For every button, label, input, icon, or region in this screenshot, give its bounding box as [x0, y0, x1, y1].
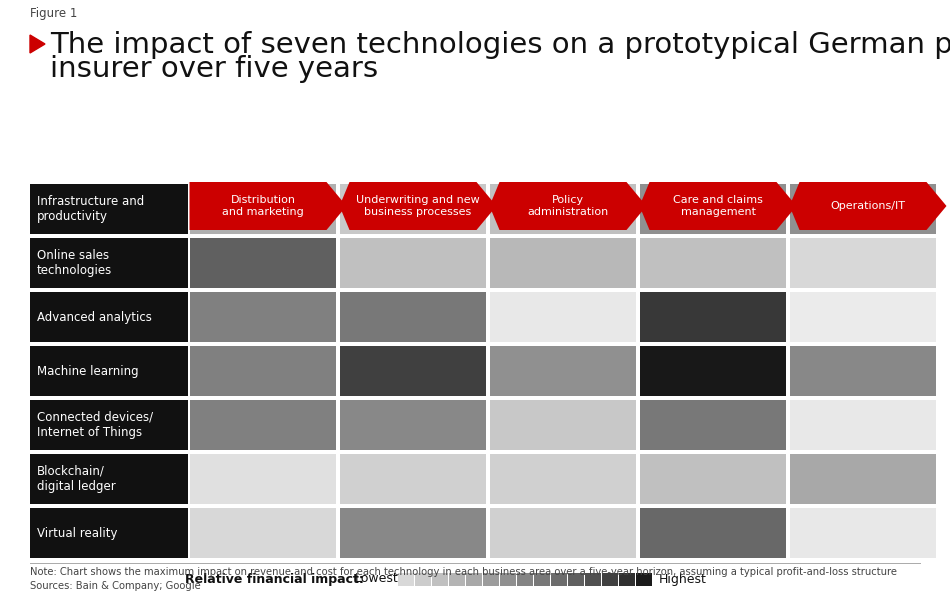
Bar: [30, 346, 188, 396]
Text: Sources: Bain & Company; Google: Sources: Bain & Company; Google: [30, 581, 200, 591]
Bar: [790, 292, 936, 342]
Bar: [340, 292, 486, 342]
Bar: [415, 573, 431, 585]
Bar: [640, 400, 786, 450]
Bar: [619, 573, 635, 585]
Bar: [190, 184, 336, 234]
Polygon shape: [339, 182, 497, 230]
Bar: [490, 292, 636, 342]
Bar: [490, 508, 636, 558]
Bar: [490, 346, 636, 396]
Bar: [640, 508, 786, 558]
Bar: [490, 238, 636, 288]
Bar: [30, 184, 188, 234]
Text: insurer over five years: insurer over five years: [50, 55, 378, 83]
Text: Online sales
technologies: Online sales technologies: [37, 249, 112, 277]
Bar: [432, 573, 448, 585]
Bar: [30, 400, 188, 450]
Bar: [30, 454, 188, 504]
Bar: [190, 400, 336, 450]
Bar: [190, 346, 336, 396]
Text: Underwriting and new
business processes: Underwriting and new business processes: [356, 195, 480, 217]
Bar: [483, 573, 499, 585]
Polygon shape: [789, 182, 946, 230]
Bar: [602, 573, 618, 585]
Bar: [490, 400, 636, 450]
Bar: [500, 573, 516, 585]
Text: Relative financial impact:: Relative financial impact:: [185, 573, 364, 585]
Text: Policy
administration: Policy administration: [527, 195, 609, 217]
Text: Blockchain/
digital ledger: Blockchain/ digital ledger: [37, 465, 116, 493]
Bar: [636, 573, 652, 585]
Bar: [585, 573, 601, 585]
Bar: [790, 238, 936, 288]
Bar: [640, 184, 786, 234]
Polygon shape: [639, 182, 796, 230]
Bar: [790, 400, 936, 450]
Bar: [790, 454, 936, 504]
Text: The impact of seven technologies on a prototypical German private health: The impact of seven technologies on a pr…: [50, 31, 950, 59]
Bar: [449, 573, 465, 585]
Text: Lowest: Lowest: [355, 573, 399, 585]
Bar: [340, 184, 486, 234]
Text: Highest: Highest: [659, 573, 707, 585]
Text: Distribution
and marketing: Distribution and marketing: [222, 195, 304, 217]
Bar: [568, 573, 584, 585]
Bar: [340, 238, 486, 288]
Text: Operations/IT: Operations/IT: [830, 201, 905, 211]
Bar: [340, 454, 486, 504]
Bar: [640, 292, 786, 342]
Bar: [340, 346, 486, 396]
Bar: [190, 454, 336, 504]
Bar: [190, 238, 336, 288]
Bar: [490, 184, 636, 234]
Bar: [340, 400, 486, 450]
Bar: [30, 292, 188, 342]
Bar: [790, 184, 936, 234]
Bar: [640, 238, 786, 288]
Polygon shape: [30, 35, 45, 53]
Bar: [190, 292, 336, 342]
Text: Advanced analytics: Advanced analytics: [37, 311, 152, 323]
Text: Figure 1: Figure 1: [30, 7, 77, 20]
Bar: [490, 454, 636, 504]
Bar: [534, 573, 550, 585]
Bar: [30, 508, 188, 558]
Text: Machine learning: Machine learning: [37, 365, 139, 378]
Text: Infrastructure and
productivity: Infrastructure and productivity: [37, 195, 144, 223]
Bar: [551, 573, 567, 585]
Text: Care and claims
management: Care and claims management: [673, 195, 763, 217]
Bar: [790, 346, 936, 396]
Polygon shape: [489, 182, 647, 230]
Bar: [517, 573, 533, 585]
Bar: [30, 238, 188, 288]
Bar: [340, 508, 486, 558]
Text: Virtual reality: Virtual reality: [37, 526, 118, 539]
Bar: [790, 508, 936, 558]
Bar: [190, 508, 336, 558]
Text: Note: Chart shows the maximum impact on revenue and cost for each technology in : Note: Chart shows the maximum impact on …: [30, 567, 897, 577]
Bar: [398, 573, 414, 585]
Bar: [466, 573, 482, 585]
Bar: [640, 346, 786, 396]
Polygon shape: [189, 182, 347, 230]
Bar: [640, 454, 786, 504]
Text: Connected devices/
Internet of Things: Connected devices/ Internet of Things: [37, 411, 153, 439]
